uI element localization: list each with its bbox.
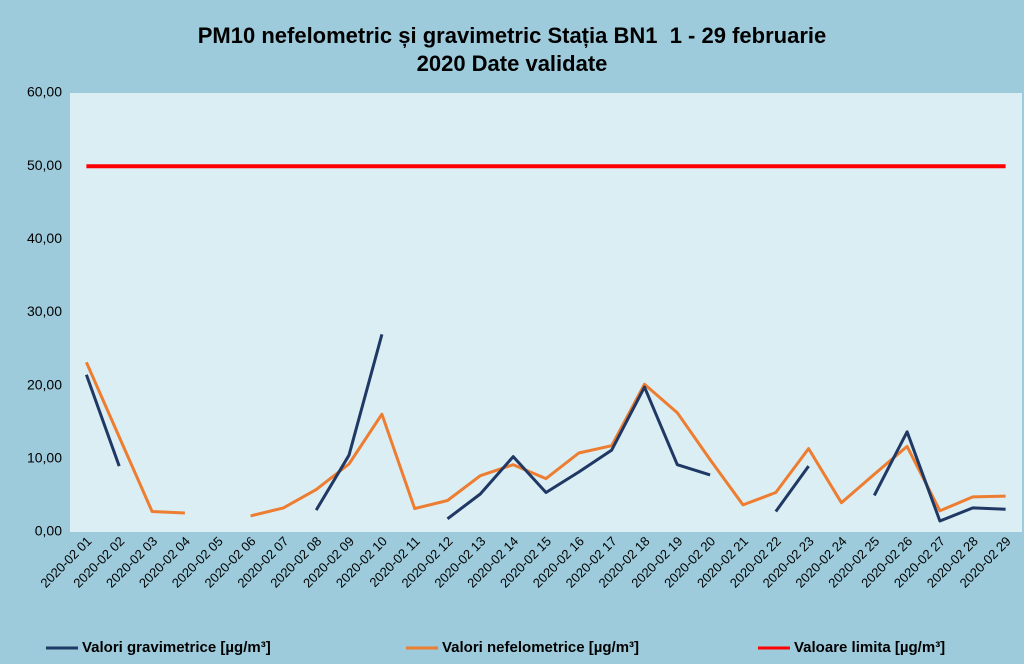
- plot-area: [70, 93, 1022, 532]
- chart-title: PM10 nefelometric și gravimetric Stația …: [197, 23, 833, 76]
- y-tick-label: 50,00: [27, 157, 62, 173]
- y-tick-label: 30,00: [27, 303, 62, 319]
- series-line: [85, 361, 1006, 518]
- y-tick-label: 40,00: [27, 230, 62, 246]
- y-tick-label: 0,00: [35, 523, 62, 539]
- legend-label: Valori gravimetrice [µg/m³]: [82, 639, 271, 656]
- series-line: [84, 334, 1006, 523]
- y-tick-label: 60,00: [27, 84, 62, 100]
- y-tick-label: 10,00: [27, 450, 62, 466]
- legend-label: Valoare limita [µg/m³]: [794, 639, 945, 656]
- y-tick-label: 20,00: [27, 376, 62, 392]
- legend-label: Valori nefelometrice [µg/m³]: [442, 639, 639, 656]
